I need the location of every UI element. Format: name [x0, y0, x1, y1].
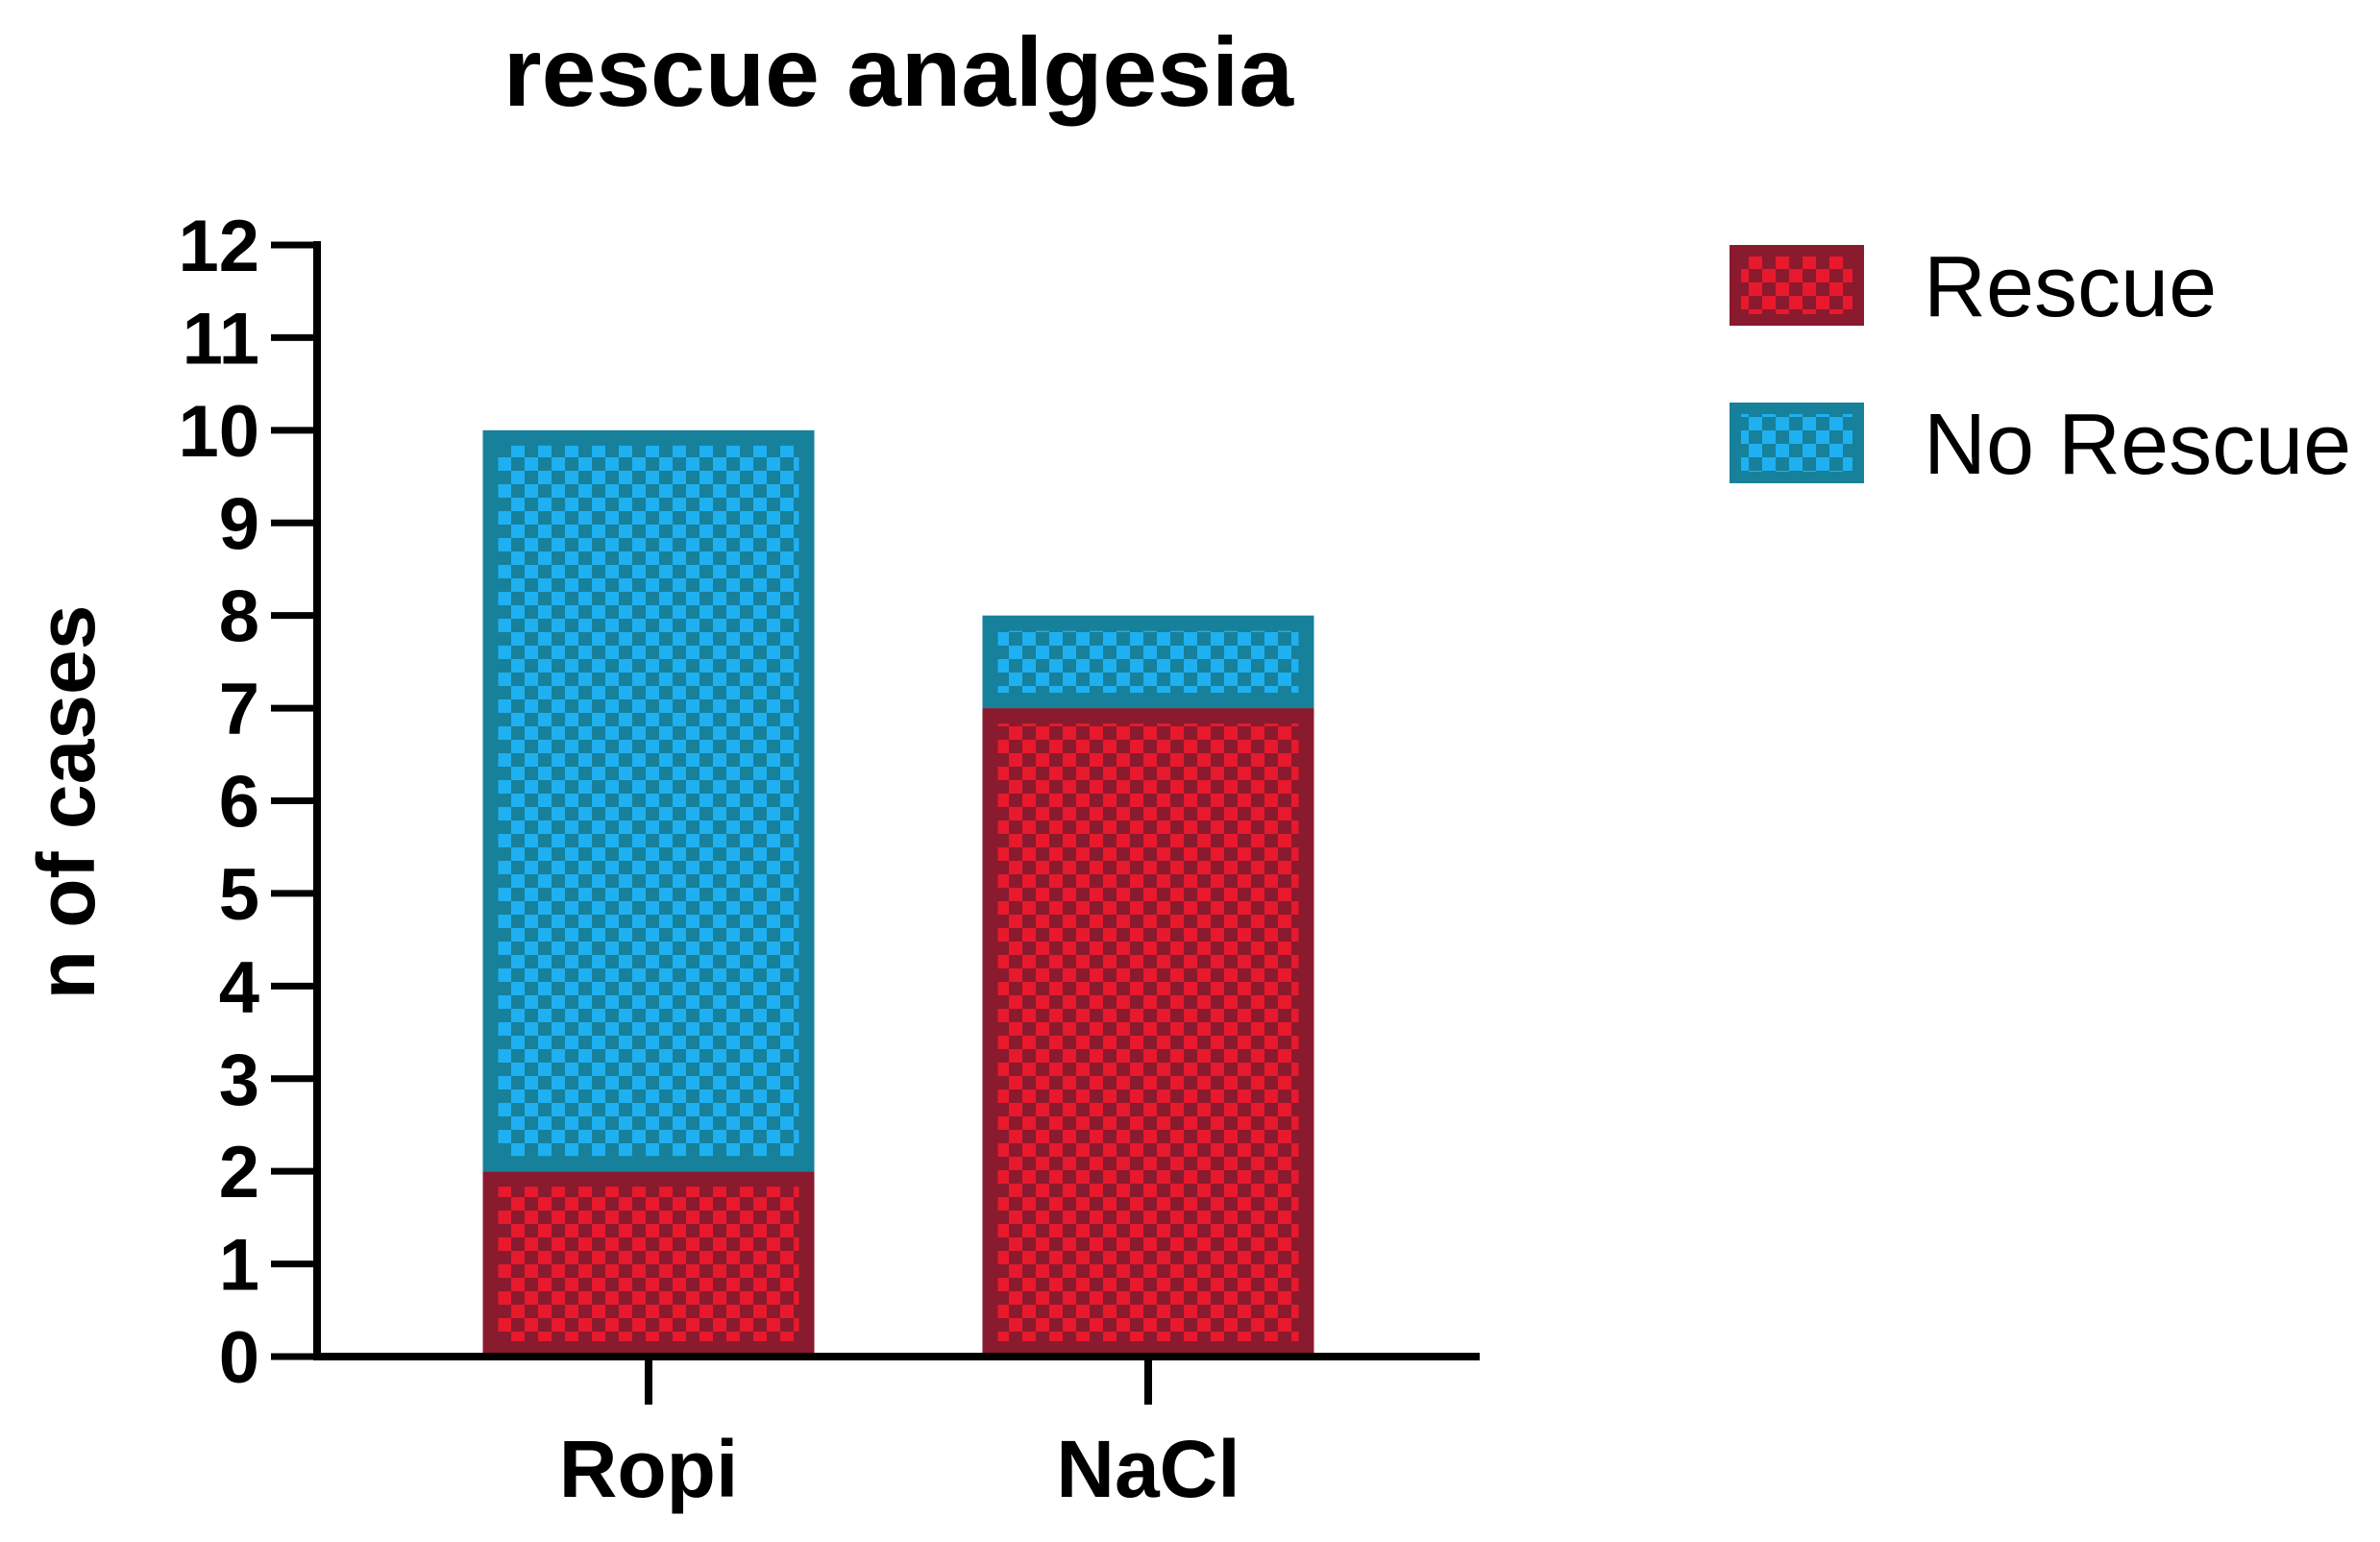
- y-tick-label-11: 11: [183, 298, 259, 379]
- y-axis-label: n of cases: [21, 605, 111, 1000]
- bars-group: [482, 429, 1314, 1357]
- y-tick-label-0: 0: [219, 1317, 259, 1399]
- y-tick-label-5: 5: [219, 854, 259, 936]
- bar-nacl-no-rescue: [982, 615, 1314, 709]
- legend: Rescue No Rescue: [1730, 239, 2351, 493]
- y-tick-label-7: 7: [219, 669, 259, 750]
- y-tick-label-12: 12: [178, 206, 259, 287]
- y-tick-label-6: 6: [219, 762, 259, 844]
- y-tick-label-10: 10: [178, 391, 259, 473]
- x-tick-label-ropi: Ropi: [559, 1424, 739, 1514]
- x-tick-label-nacl: NaCl: [1056, 1424, 1239, 1514]
- y-tick-label-2: 2: [219, 1132, 259, 1213]
- legend-swatch-rescue: [1730, 245, 1864, 326]
- legend-label-rescue: Rescue: [1924, 239, 2217, 335]
- legend-label-no-rescue: No Rescue: [1924, 397, 2351, 493]
- y-tick-label-9: 9: [219, 483, 259, 565]
- chart-title: rescue analgesia: [503, 17, 1294, 127]
- bar-nacl-rescue: [982, 708, 1314, 1357]
- y-tick-label-4: 4: [219, 946, 259, 1028]
- bar-ropi-no-rescue: [482, 429, 815, 1172]
- legend-swatch-no-rescue: [1730, 403, 1864, 483]
- y-tick-label-1: 1: [219, 1225, 259, 1307]
- bar-ropi-rescue: [482, 1171, 815, 1357]
- y-tick-label-8: 8: [219, 576, 259, 658]
- y-tick-label-3: 3: [219, 1040, 259, 1121]
